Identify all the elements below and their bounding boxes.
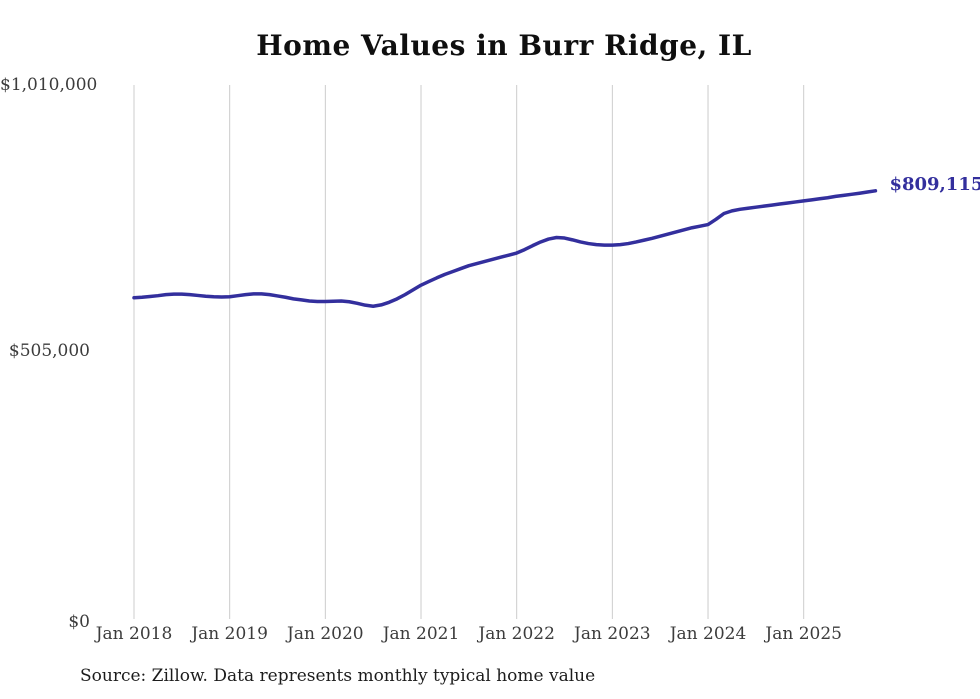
x-axis-label: Jan 2025 (765, 624, 842, 644)
x-axis-label: Jan 2024 (669, 624, 747, 644)
x-axis-label: Jan 2023 (574, 624, 651, 644)
y-axis-label: $505,000 (8, 341, 90, 361)
x-axis-label: Jan 2021 (382, 624, 460, 644)
x-axis-label: Jan 2020 (287, 624, 364, 644)
home-value-line (132, 189, 878, 308)
x-axis-label: Jan 2018 (95, 624, 173, 644)
latest-value-label: $809,115 (889, 173, 980, 195)
y-axis-label: $0 (68, 612, 90, 632)
chart-title: Home Values in Burr Ridge, IL (256, 29, 752, 62)
source-note: Source: Zillow. Data represents monthly … (80, 666, 596, 686)
year-gridlines (133, 85, 805, 619)
y-axis-label: $1,010,000 (0, 75, 98, 95)
x-axis-label: Jan 2022 (478, 624, 555, 644)
x-axis-label: Jan 2019 (191, 624, 268, 644)
